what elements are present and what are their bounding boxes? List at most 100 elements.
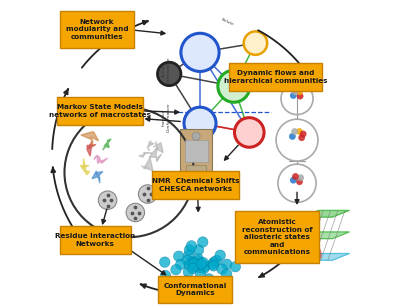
Polygon shape <box>103 139 111 150</box>
Circle shape <box>195 262 205 273</box>
Circle shape <box>186 258 197 268</box>
Point <box>128 210 135 215</box>
Circle shape <box>222 269 232 279</box>
Circle shape <box>174 251 184 261</box>
Circle shape <box>290 177 297 184</box>
Point <box>144 197 151 202</box>
Circle shape <box>193 253 204 264</box>
Circle shape <box>189 261 200 272</box>
Circle shape <box>198 257 208 268</box>
Circle shape <box>297 174 304 181</box>
FancyBboxPatch shape <box>229 63 322 91</box>
Circle shape <box>158 62 181 86</box>
Circle shape <box>190 259 200 270</box>
Polygon shape <box>302 210 349 217</box>
Point <box>104 192 111 197</box>
Text: Active
Conformation: Active Conformation <box>162 56 170 86</box>
Circle shape <box>230 261 241 272</box>
Circle shape <box>222 259 232 270</box>
Circle shape <box>209 257 219 267</box>
Circle shape <box>207 259 218 270</box>
Circle shape <box>198 237 208 247</box>
Circle shape <box>208 261 219 271</box>
Text: Solute: Solute <box>220 17 235 26</box>
Point <box>132 205 138 209</box>
FancyBboxPatch shape <box>236 211 318 263</box>
Polygon shape <box>148 141 154 151</box>
Circle shape <box>296 88 303 95</box>
Circle shape <box>244 31 267 55</box>
Point <box>132 216 138 221</box>
Circle shape <box>218 70 250 102</box>
Circle shape <box>296 128 303 135</box>
Circle shape <box>195 269 206 280</box>
FancyBboxPatch shape <box>60 226 131 254</box>
Circle shape <box>192 132 200 140</box>
Circle shape <box>160 257 170 267</box>
Polygon shape <box>81 132 98 147</box>
Polygon shape <box>149 147 162 162</box>
Text: Residue Interaction
Networks: Residue Interaction Networks <box>55 233 136 247</box>
Polygon shape <box>94 156 108 163</box>
Circle shape <box>211 255 222 266</box>
Circle shape <box>138 185 157 203</box>
Circle shape <box>234 118 264 147</box>
Circle shape <box>183 283 193 293</box>
Point <box>144 186 151 191</box>
Circle shape <box>184 245 195 255</box>
Circle shape <box>184 260 195 270</box>
Circle shape <box>215 250 226 261</box>
Circle shape <box>199 263 209 274</box>
FancyBboxPatch shape <box>152 171 238 199</box>
Circle shape <box>126 203 144 222</box>
Circle shape <box>300 131 306 137</box>
Text: Network
modularity and
communities: Network modularity and communities <box>66 19 128 40</box>
Circle shape <box>292 173 299 180</box>
Circle shape <box>160 270 171 281</box>
Circle shape <box>176 259 186 270</box>
Circle shape <box>298 134 305 141</box>
Circle shape <box>184 249 194 260</box>
Circle shape <box>98 191 117 209</box>
Point <box>141 192 147 197</box>
Polygon shape <box>302 232 349 239</box>
Polygon shape <box>310 246 321 262</box>
Point <box>101 198 107 203</box>
Circle shape <box>193 256 204 266</box>
Point <box>104 203 111 208</box>
FancyBboxPatch shape <box>180 129 212 174</box>
FancyBboxPatch shape <box>185 140 208 162</box>
Circle shape <box>182 255 192 266</box>
Circle shape <box>182 275 192 286</box>
Text: Markov State Models
networks of macrostates: Markov State Models networks of macrosta… <box>49 104 151 118</box>
Circle shape <box>181 33 219 71</box>
Circle shape <box>297 93 304 99</box>
Circle shape <box>183 267 194 277</box>
FancyBboxPatch shape <box>57 97 143 125</box>
Polygon shape <box>154 142 163 153</box>
Polygon shape <box>87 141 96 156</box>
FancyBboxPatch shape <box>158 276 232 303</box>
Circle shape <box>210 278 220 288</box>
Circle shape <box>296 178 303 185</box>
Point <box>136 210 142 215</box>
Polygon shape <box>142 158 153 172</box>
Text: Conformational
Dynamics: Conformational Dynamics <box>164 283 227 296</box>
Circle shape <box>189 258 199 268</box>
Circle shape <box>193 245 204 255</box>
Polygon shape <box>139 152 152 157</box>
Circle shape <box>290 92 297 99</box>
Circle shape <box>184 107 216 139</box>
Circle shape <box>188 263 198 274</box>
Point <box>148 192 154 197</box>
Polygon shape <box>80 158 90 175</box>
Polygon shape <box>92 171 103 183</box>
Circle shape <box>292 88 298 95</box>
Circle shape <box>171 264 181 275</box>
Circle shape <box>187 256 197 267</box>
Circle shape <box>291 128 298 135</box>
Circle shape <box>204 274 214 284</box>
Circle shape <box>186 241 197 251</box>
Polygon shape <box>302 253 349 260</box>
Circle shape <box>217 264 227 274</box>
